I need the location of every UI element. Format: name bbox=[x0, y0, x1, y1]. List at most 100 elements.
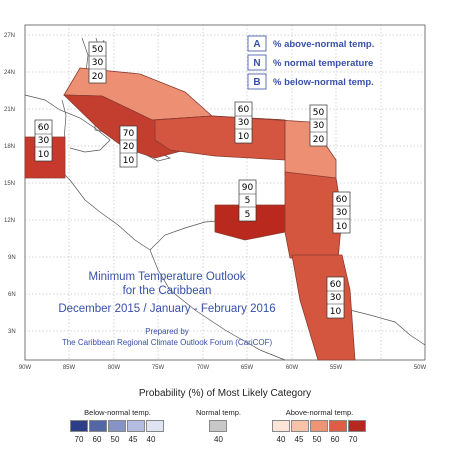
lat-label: 27N bbox=[4, 33, 15, 39]
outlook-map: 27N 24N 21N 18N 15N 12N 9N 6N 3N 90W 85W… bbox=[4, 24, 427, 371]
probability-box-cuba-jamaica: 70 20 10 bbox=[119, 125, 138, 168]
lat-label: 24N bbox=[4, 70, 15, 76]
svg-text:60: 60 bbox=[336, 195, 348, 205]
probability-box-belize: 60 30 10 bbox=[34, 119, 53, 162]
lat-label: 18N bbox=[4, 144, 15, 150]
probability-box-northern-leewards: 50 30 20 bbox=[309, 104, 328, 147]
legend-above-values: 40 45 50 60 70 bbox=[272, 435, 367, 444]
legend-below-values: 70 60 50 45 40 bbox=[70, 435, 165, 444]
legend-above-title: Above-normal temp. bbox=[285, 408, 354, 417]
key-letter-a: A bbox=[253, 39, 260, 50]
lon-label: 50W bbox=[414, 365, 427, 371]
svg-text:10: 10 bbox=[330, 307, 342, 317]
legend-below-swatch bbox=[127, 420, 145, 432]
legend-above-normal: Above-normal temp. 40 45 50 60 70 bbox=[272, 408, 367, 444]
legend-value: 50 bbox=[312, 435, 322, 444]
lon-label: 85W bbox=[63, 365, 76, 371]
svg-text:60: 60 bbox=[238, 105, 250, 115]
svg-text:10: 10 bbox=[238, 132, 250, 142]
legend-value: 60 bbox=[330, 435, 340, 444]
svg-text:5: 5 bbox=[245, 210, 251, 220]
svg-text:30: 30 bbox=[313, 121, 325, 131]
legend-above-swatch bbox=[291, 420, 309, 432]
legend-swatch-normal bbox=[209, 420, 227, 432]
lon-label: 65W bbox=[241, 365, 254, 371]
key-text-below: % below-normal temp. bbox=[273, 77, 374, 88]
probability-box-bahamas: 50 30 20 bbox=[88, 41, 107, 84]
svg-text:10: 10 bbox=[336, 222, 348, 232]
longitude-labels: 90W 85W 80W 75W 70W 65W 60W 55W 50W bbox=[19, 365, 427, 371]
svg-text:30: 30 bbox=[92, 58, 104, 68]
prepared-by-org: The Caribbean Regional Climate Outlook F… bbox=[62, 338, 273, 347]
probability-box-guianas: 60 30 10 bbox=[326, 276, 345, 319]
title-line-1: Minimum Temperature Outlook bbox=[88, 271, 245, 283]
lon-label: 70W bbox=[197, 365, 210, 371]
key-letter-b: B bbox=[253, 77, 260, 88]
lon-label: 55W bbox=[330, 365, 343, 371]
lon-label: 90W bbox=[19, 365, 32, 371]
svg-text:90: 90 bbox=[242, 183, 254, 193]
legend-below-swatch bbox=[70, 420, 88, 432]
lon-label: 75W bbox=[152, 365, 165, 371]
latitude-labels: 27N 24N 21N 18N 15N 12N 9N 6N 3N bbox=[4, 33, 16, 335]
lat-label: 3N bbox=[8, 329, 16, 335]
legend-value: 50 bbox=[110, 435, 120, 444]
svg-text:20: 20 bbox=[92, 72, 104, 82]
legend-value: 45 bbox=[128, 435, 138, 444]
map-title: Minimum Temperature Outlook for the Cari… bbox=[58, 271, 275, 347]
legend-below-swatches bbox=[70, 420, 165, 432]
svg-text:50: 50 bbox=[92, 45, 104, 55]
svg-text:50: 50 bbox=[313, 108, 325, 118]
svg-text:20: 20 bbox=[123, 142, 135, 152]
legend-above-swatches bbox=[272, 420, 367, 432]
legend-value: 70 bbox=[348, 435, 358, 444]
legend-normal-swatches bbox=[196, 420, 241, 432]
svg-text:30: 30 bbox=[38, 136, 50, 146]
legend-below-normal: Below-normal temp. 70 60 50 45 40 bbox=[70, 408, 165, 444]
lat-label: 12N bbox=[4, 218, 15, 224]
legend-below-title: Below-normal temp. bbox=[84, 408, 151, 417]
title-line-3: December 2015 / January - February 2016 bbox=[58, 303, 275, 315]
lat-label: 9N bbox=[8, 255, 16, 261]
probability-box-windwards: 60 30 10 bbox=[332, 191, 351, 234]
legend-normal-title: Normal temp. bbox=[196, 408, 242, 417]
svg-text:30: 30 bbox=[238, 118, 250, 128]
legend-value: 40 bbox=[146, 435, 156, 444]
lat-label: 6N bbox=[8, 292, 16, 298]
region-abc-islands bbox=[214, 204, 286, 241]
legend-above-swatch bbox=[329, 420, 347, 432]
lat-label: 21N bbox=[4, 107, 15, 113]
probability-box-hispaniola: 60 30 10 bbox=[234, 101, 253, 144]
svg-text:30: 30 bbox=[330, 293, 342, 303]
prepared-by: Prepared by bbox=[145, 327, 189, 336]
key-text-normal: % normal temperature bbox=[273, 58, 373, 69]
legend-below-swatch bbox=[89, 420, 107, 432]
svg-text:5: 5 bbox=[245, 196, 251, 206]
lat-label: 15N bbox=[4, 181, 15, 187]
legend-value: 45 bbox=[294, 435, 304, 444]
legend-above-swatch bbox=[348, 420, 366, 432]
legend-value: 70 bbox=[74, 435, 84, 444]
probability-box-abc-islands: 90 5 5 bbox=[238, 179, 257, 222]
svg-text:70: 70 bbox=[123, 129, 135, 139]
legend-above-swatch bbox=[272, 420, 290, 432]
key-letter-n: N bbox=[253, 58, 260, 69]
legend-value: 60 bbox=[92, 435, 102, 444]
legend-normal-values: 40 bbox=[196, 435, 241, 444]
svg-text:10: 10 bbox=[123, 156, 135, 166]
svg-text:60: 60 bbox=[330, 280, 342, 290]
legend-value: 40 bbox=[214, 435, 223, 444]
legend-below-swatch bbox=[146, 420, 164, 432]
svg-text:20: 20 bbox=[313, 135, 325, 145]
legend-heading: Probability (%) of Most Likely Category bbox=[138, 388, 312, 399]
lon-label: 60W bbox=[286, 365, 299, 371]
legend-below-swatch bbox=[108, 420, 126, 432]
title-line-2: for the Caribbean bbox=[123, 285, 212, 297]
legend-above-swatch bbox=[310, 420, 328, 432]
svg-text:60: 60 bbox=[38, 123, 50, 133]
legend-value: 40 bbox=[276, 435, 286, 444]
svg-text:10: 10 bbox=[38, 150, 50, 160]
category-key: A N B % above-normal temp. % normal temp… bbox=[247, 35, 374, 90]
legend-normal: Normal temp. 40 bbox=[196, 408, 241, 444]
svg-text:30: 30 bbox=[336, 208, 348, 218]
